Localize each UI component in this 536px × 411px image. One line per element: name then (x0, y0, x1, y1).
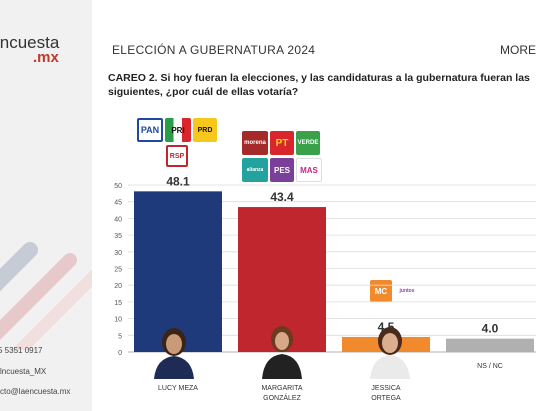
contact-phone: 5 5351 0917 (0, 346, 43, 355)
morena-logo: morena (242, 131, 268, 155)
y-tick-label: 20 (114, 283, 122, 290)
y-tick-label: 5 (118, 333, 122, 340)
sidebar: lncuesta .mx 5 5351 0917 lncuesta_MX cto… (0, 0, 92, 411)
survey-question: CAREO 2. Si hoy fueran la elecciones, y … (108, 71, 536, 99)
y-tick-label: 15 (114, 300, 122, 307)
candidate-photo-margarita (262, 326, 302, 379)
contact-email: cto@laencuesta.mx (0, 387, 71, 396)
brand-logo-text: lncuesta (0, 33, 60, 52)
page-title: ELECCIÓN A GUBERNATURA 2024 (112, 43, 316, 57)
candidate-photo-lucy (154, 328, 194, 379)
category-label: MARGARITA (261, 385, 302, 392)
contact-twitter: lncuesta_MX (0, 367, 47, 376)
y-tick-label: 50 (114, 183, 122, 190)
question-line-1: CAREO 2. Si hoy fueran la elecciones, y … (108, 72, 530, 84)
y-tick-label: 0 (118, 350, 122, 357)
y-tick-label: 40 (114, 216, 122, 223)
category-label: JESSICA (371, 385, 401, 392)
header-right-label: MOREL (500, 43, 536, 57)
y-tick-label: 45 (114, 200, 122, 207)
pt-logo: PT (270, 131, 294, 155)
bar (134, 191, 222, 352)
candidate-photo-jessica (370, 327, 410, 379)
category-label: NS / NC (477, 363, 503, 370)
data-label: 48.1 (166, 174, 190, 188)
y-tick-label: 25 (114, 267, 122, 274)
data-label: 4.0 (482, 322, 499, 336)
data-label: 43.4 (270, 190, 294, 204)
pes-logo: PES (270, 158, 294, 182)
y-tick-label: 30 (114, 250, 122, 257)
brand-logo-domain: .mx (33, 49, 59, 66)
rsp-logo: RSP (166, 145, 188, 167)
verde-logo: VERDE (296, 131, 320, 155)
question-line-2: siguientes, ¿por cuál de ellas votaría? (108, 86, 299, 98)
y-tick-label: 10 (114, 317, 122, 324)
mas-logo: MAS (296, 158, 322, 182)
pri-logo: PRI (165, 118, 191, 142)
pan-logo: PAN (137, 118, 163, 142)
prd-logo: PRD (193, 118, 217, 142)
category-label: LUCY MEZA (158, 385, 198, 392)
category-label: GONZÁLEZ (263, 393, 301, 402)
y-tick-label: 35 (114, 233, 122, 240)
bar (446, 338, 534, 352)
alianza-logo: alianza (242, 158, 268, 182)
decorative-stripes (0, 242, 92, 350)
category-label: ORTEGA (371, 395, 401, 402)
